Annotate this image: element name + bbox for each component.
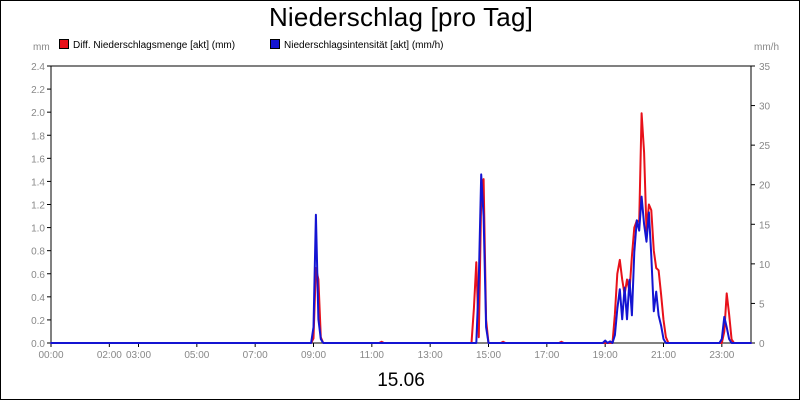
x-axis-tick-label: 15:00: [476, 350, 501, 361]
x-axis-tick-label: 07:00: [243, 350, 268, 361]
legend-swatch-blue: [270, 39, 280, 49]
right-axis-tick-label: 5: [759, 299, 765, 310]
legend-item-precipitation-intensity: Niederschlagsintensität [akt] (mm/h): [270, 39, 444, 51]
left-axis-tick-label: 2.4: [31, 62, 45, 73]
left-axis-tick-label: 0.2: [31, 316, 45, 327]
right-axis-tick-label: 25: [759, 141, 771, 152]
x-axis-tick-label: 21:00: [651, 350, 676, 361]
x-axis-tick-label: 11:00: [360, 350, 385, 361]
left-axis-tick-label: 0.6: [31, 270, 45, 281]
series-line: [50, 112, 752, 344]
legend-swatch-red: [59, 39, 69, 49]
left-axis-tick-label: 2.2: [31, 85, 45, 96]
left-axis-tick-label: 1.2: [31, 201, 45, 212]
x-axis-tick-label: 09:00: [301, 350, 326, 361]
left-axis-tick-label: 1.0: [31, 224, 45, 235]
x-axis-tick-label: 00:00: [38, 350, 63, 361]
chart-title: Niederschlag [pro Tag]: [268, 2, 534, 32]
x-axis-tick-label: 13:00: [418, 350, 443, 361]
x-axis-tick-label: 23:00: [709, 350, 734, 361]
left-axis-tick-label: 1.4: [31, 177, 45, 188]
right-axis-tick-label: 0: [759, 339, 765, 350]
legend-label: Diff. Niederschlagsmenge [akt] (mm): [73, 40, 236, 51]
left-axis-unit: mm: [33, 42, 50, 53]
left-axis-tick-label: 0.4: [31, 293, 45, 304]
x-axis-date-label: 15.06: [377, 370, 425, 391]
x-axis-tick-label: 17:00: [534, 350, 559, 361]
x-axis-tick-label: 02:00: [97, 350, 122, 361]
right-axis-tick-label: 10: [759, 260, 771, 271]
series-line: [50, 173, 752, 344]
left-axis-tick-label: 1.8: [31, 131, 45, 142]
left-axis-tick-label: 0.8: [31, 247, 45, 258]
legend-item-precipitation-amount: Diff. Niederschlagsmenge [akt] (mm): [59, 39, 235, 51]
left-axis-tick-label: 1.6: [31, 154, 45, 165]
x-axis-tick-label: 19:00: [593, 350, 618, 361]
right-axis-unit: mm/h: [754, 42, 779, 53]
right-axis-tick-label: 15: [759, 220, 771, 231]
right-axis-tick-label: 35: [759, 62, 771, 73]
left-axis-tick-label: 2.0: [31, 108, 45, 119]
right-axis-tick-label: 30: [759, 102, 771, 113]
right-axis-tick-label: 20: [759, 181, 771, 192]
x-axis-tick-label: 03:00: [126, 350, 151, 361]
left-axis-tick-label: 0.0: [31, 339, 45, 350]
legend-label: Niederschlagsintensität [akt] (mm/h): [284, 40, 444, 51]
x-axis-tick-label: 05:00: [184, 350, 209, 361]
